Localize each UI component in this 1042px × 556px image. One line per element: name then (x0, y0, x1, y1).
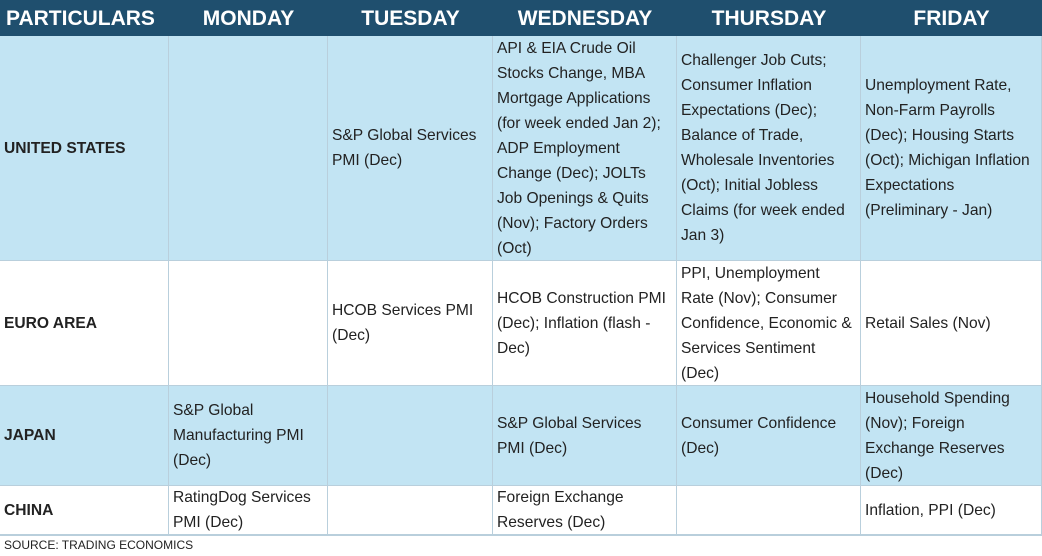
table-cell: S&P Global Services PMI (Dec) (328, 36, 493, 261)
header-friday: FRIDAY (861, 0, 1042, 36)
table-cell (328, 386, 493, 486)
table-cell: S&P Global Manufacturing PMI (Dec) (169, 386, 328, 486)
row-label-united-states: UNITED STATES (0, 36, 169, 261)
header-tuesday: TUESDAY (328, 0, 493, 36)
table-cell: RatingDog Services PMI (Dec) (169, 486, 328, 535)
table-cell: Foreign Exchange Reserves (Dec) (493, 486, 677, 535)
table-cell: Consumer Confidence (Dec) (677, 386, 861, 486)
table-cell: PPI, Unemployment Rate (Nov); Consumer C… (677, 261, 861, 386)
header-wednesday: WEDNESDAY (493, 0, 677, 36)
row-label-china: CHINA (0, 486, 169, 535)
table-cell (677, 486, 861, 535)
table-cell: HCOB Services PMI (Dec) (328, 261, 493, 386)
row-label-euro-area: EURO AREA (0, 261, 169, 386)
table-cell: Inflation, PPI (Dec) (861, 486, 1042, 535)
row-label-japan: JAPAN (0, 386, 169, 486)
table-cell (169, 261, 328, 386)
table-cell (169, 36, 328, 261)
header-monday: MONDAY (169, 0, 328, 36)
table-cell: Unemployment Rate, Non-Farm Payrolls (De… (861, 36, 1042, 261)
table-cell (328, 486, 493, 535)
table-cell: S&P Global Services PMI (Dec) (493, 386, 677, 486)
header-particulars: PARTICULARS (0, 0, 169, 36)
table-bottom-border (0, 535, 1042, 536)
table-cell: API & EIA Crude Oil Stocks Change, MBA M… (493, 36, 677, 261)
table-cell: Household Spending (Nov); Foreign Exchan… (861, 386, 1042, 486)
header-thursday: THURSDAY (677, 0, 861, 36)
table-cell: Retail Sales (Nov) (861, 261, 1042, 386)
source-note: SOURCE: TRADING ECONOMICS (4, 538, 194, 552)
table-cell: Challenger Job Cuts; Consumer Inflation … (677, 36, 861, 261)
table-cell: HCOB Construction PMI (Dec); Inflation (… (493, 261, 677, 386)
economic-calendar-table: PARTICULARS MONDAY TUESDAY WEDNESDAY THU… (0, 0, 1042, 535)
